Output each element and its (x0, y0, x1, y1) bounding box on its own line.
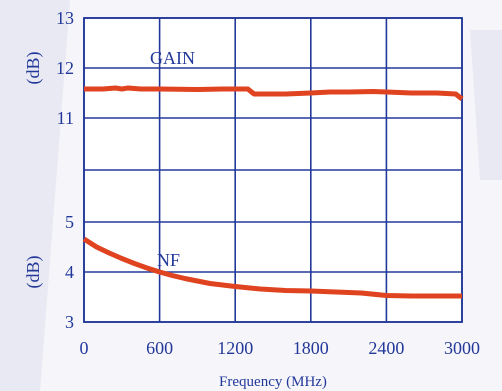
y-tick-label: 3 (65, 312, 74, 332)
watermark-shape (0, 0, 70, 391)
x-tick-label: 1200 (217, 338, 253, 358)
x-tick-label: 3000 (444, 338, 480, 358)
y-tick-label: 12 (56, 58, 74, 78)
labels-layer: (dB) (dB) Frequency (MHz) GAIN NF (23, 48, 327, 390)
gain-series-label: GAIN (150, 48, 195, 68)
x-axis-title: Frequency (MHz) (219, 374, 327, 390)
y-tick-label: 5 (65, 212, 74, 232)
x-tick-label: 2400 (368, 338, 404, 358)
gain-series-line (84, 85, 464, 101)
plot-frame (83, 17, 463, 323)
watermark-shape (470, 30, 502, 180)
nf-series-line (82, 236, 462, 299)
y-axis-title-nf: (dB) (23, 256, 44, 289)
y-axis-title-gain: (dB) (23, 52, 44, 85)
x-tick-label: 0 (80, 338, 89, 358)
x-tick-label: 1800 (293, 338, 329, 358)
y-tick-label: 11 (57, 108, 74, 128)
x-tick-label: 600 (146, 338, 173, 358)
tick-labels: 11 12 13 3 4 5 0 600 1200 1800 2400 3000 (56, 8, 480, 358)
grid-layer (83, 17, 463, 323)
y-tick-label: 4 (65, 262, 74, 282)
series-layer (82, 85, 464, 299)
y-tick-label: 13 (56, 8, 74, 28)
nf-series-label: NF (157, 250, 180, 270)
